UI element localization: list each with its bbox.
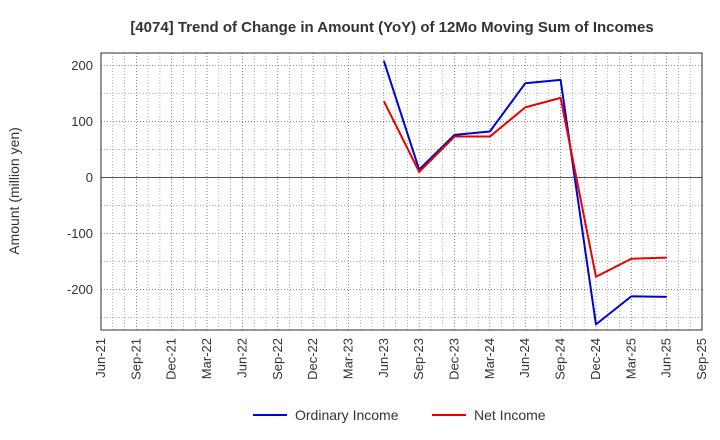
x-tick-label: Sep-24 <box>553 338 568 380</box>
y-tick-labels: 200 100 0 -100 -200 <box>67 58 93 297</box>
x-tick-label: Mar-22 <box>199 338 214 379</box>
y-axis-label: Amount (million yen) <box>6 127 22 255</box>
legend: Ordinary Income Net Income <box>253 407 546 423</box>
x-tick-label: Jun-21 <box>93 338 108 378</box>
x-tick-label: Mar-23 <box>340 338 355 379</box>
legend-label-1: Ordinary Income <box>295 407 399 423</box>
series-lines <box>382 60 667 326</box>
x-tick-label: Dec-23 <box>447 338 462 380</box>
y-tick-label: 0 <box>86 170 93 185</box>
y-tick-label: -100 <box>67 226 93 241</box>
x-tick-label: Sep-23 <box>411 338 426 380</box>
x-tick-label: Sep-22 <box>270 338 285 380</box>
x-tick-label: Jun-23 <box>376 338 391 378</box>
y-tick-label: 200 <box>71 58 93 73</box>
x-tick-labels: Jun-21 Sep-21 Dec-21 Mar-22 Jun-22 Sep-22 Dec-… <box>93 338 709 380</box>
x-tick-label: Jun-25 <box>659 338 674 378</box>
x-tick-label: Mar-25 <box>623 338 638 379</box>
x-tick-label: Sep-25 <box>694 338 709 380</box>
grid <box>100 53 703 330</box>
chart-title: [4074] Trend of Change in Amount (YoY) o… <box>130 19 653 36</box>
x-tick-label: Dec-22 <box>305 338 320 380</box>
y-tick-label: 100 <box>71 114 93 129</box>
x-tick-label: Sep-21 <box>128 338 143 380</box>
series-line-2 <box>382 96 667 278</box>
plot-frame <box>100 52 703 331</box>
x-tick-label: Dec-24 <box>588 338 603 380</box>
x-tick-label: Mar-24 <box>482 338 497 379</box>
legend-label-2: Net Income <box>474 407 546 423</box>
series-line-1 <box>382 60 667 326</box>
x-tick-label: Dec-21 <box>164 338 179 380</box>
x-tick-label: Jun-24 <box>517 338 532 378</box>
x-tick-label: Jun-22 <box>234 338 249 378</box>
y-tick-label: -200 <box>67 282 93 297</box>
